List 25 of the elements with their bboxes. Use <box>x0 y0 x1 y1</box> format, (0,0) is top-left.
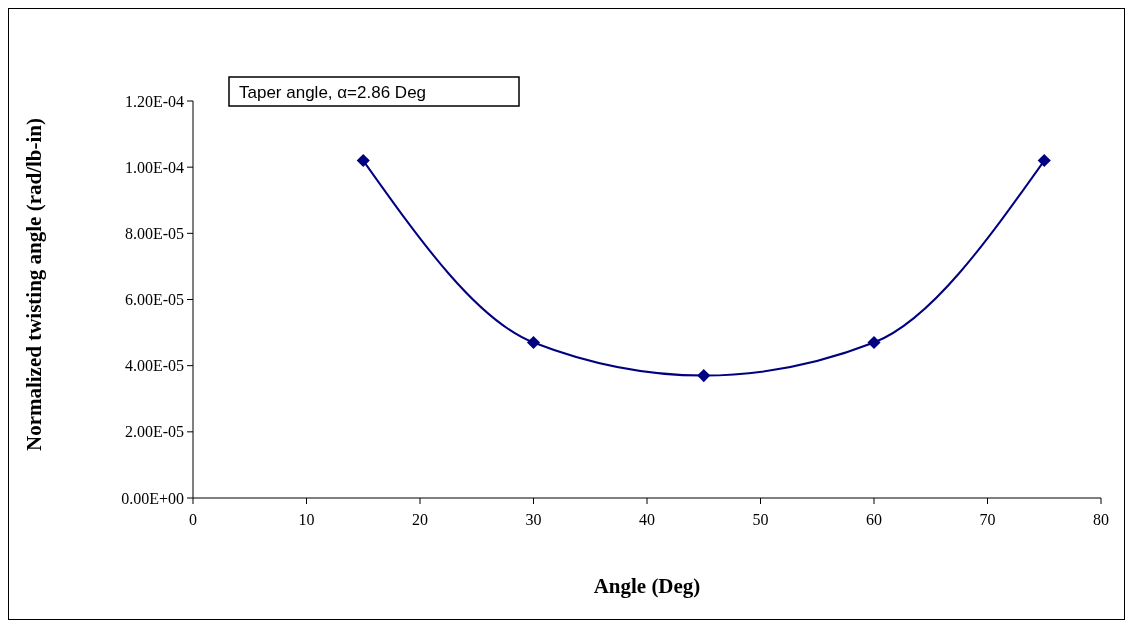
y-tick-label: 1.00E-04 <box>124 158 184 176</box>
x-tick-label: 30 <box>525 511 542 528</box>
x-tick-label: 0 <box>189 511 197 528</box>
y-tick-label: 6.00E-05 <box>124 291 184 309</box>
text-box: Taper angle, α=2.86 Deg <box>228 76 520 107</box>
y-tick-label: 0.00E+00 <box>121 489 184 507</box>
x-tick-label: 70 <box>979 511 996 528</box>
annotation: Taper angle, α=2.86 Deg <box>239 83 427 102</box>
y-tick-label: 8.00E-05 <box>124 224 184 242</box>
point <box>526 335 541 350</box>
point <box>356 153 370 168</box>
x-tick-label: 40 <box>639 511 655 528</box>
y-axis-title: Normalized twisting angle (rad/lb-in) <box>22 117 46 452</box>
point <box>697 369 711 383</box>
x-tick-label: 60 <box>866 511 882 528</box>
x-tick-label: 50 <box>752 511 769 528</box>
y-tick-label: 2.00E-05 <box>124 423 184 441</box>
y-tick-label: 4.00E-05 <box>124 357 184 375</box>
point <box>1037 153 1051 168</box>
x-axis-title: Angle (Deg) <box>593 574 701 598</box>
x-tick-label: 10 <box>298 511 315 528</box>
x-tick-label: 20 <box>412 511 428 528</box>
point <box>867 335 881 350</box>
x-tick-label: 80 <box>1093 511 1109 528</box>
y-tick-label: 1.20E-04 <box>124 92 184 110</box>
